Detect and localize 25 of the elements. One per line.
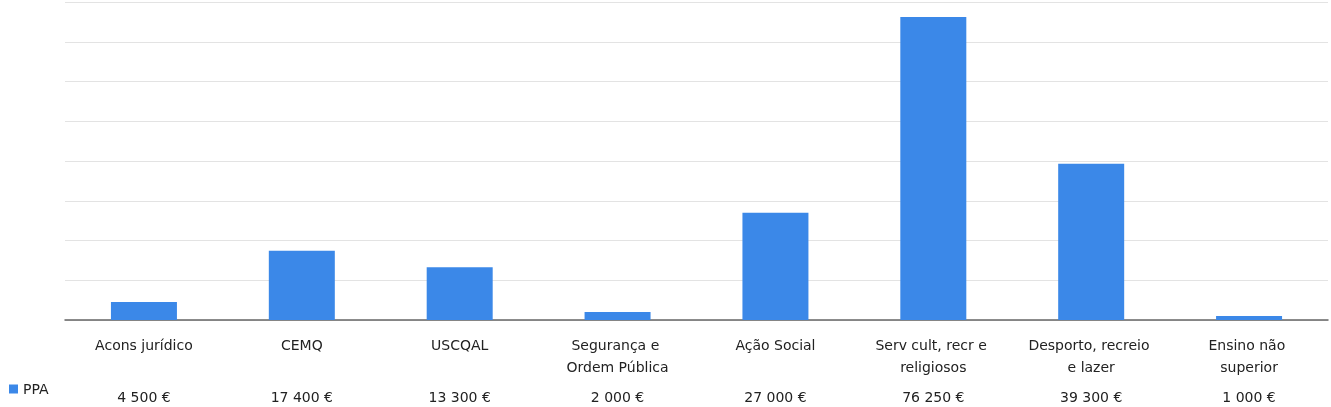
x-tick-label: Desporto, recreio e lazer — [1028, 337, 1154, 375]
data-label: 13 300 € — [428, 389, 491, 405]
x-tick-label: Serv cult, recr e religiosos — [875, 337, 992, 375]
data-label: 27 000 € — [744, 389, 807, 405]
x-tick-label: Segurança e Ordem Pública — [566, 337, 669, 375]
data-label: 76 250 € — [902, 389, 965, 405]
x-tick-label: Ensino não superior — [1208, 337, 1290, 375]
bar — [1216, 316, 1283, 320]
bar — [426, 267, 493, 320]
bar — [110, 302, 177, 320]
bar — [584, 312, 651, 320]
x-tick-label: CEMQ — [280, 337, 323, 353]
bar — [900, 16, 967, 320]
bar — [742, 212, 809, 320]
x-tick-label: Acons jurídico — [95, 337, 193, 353]
data-label: 2 000 € — [590, 389, 645, 405]
data-label: 1 000 € — [1222, 389, 1276, 405]
x-tick-label: USCQAL — [431, 337, 489, 353]
data-label: 4 500 € — [117, 389, 171, 405]
bar — [1058, 163, 1125, 320]
legend-label: PPA — [23, 381, 49, 397]
x-tick-label: Ação Social — [735, 337, 816, 353]
data-label: 17 400 € — [270, 389, 333, 405]
data-label: 39 300 € — [1060, 389, 1123, 405]
bar — [268, 250, 335, 320]
